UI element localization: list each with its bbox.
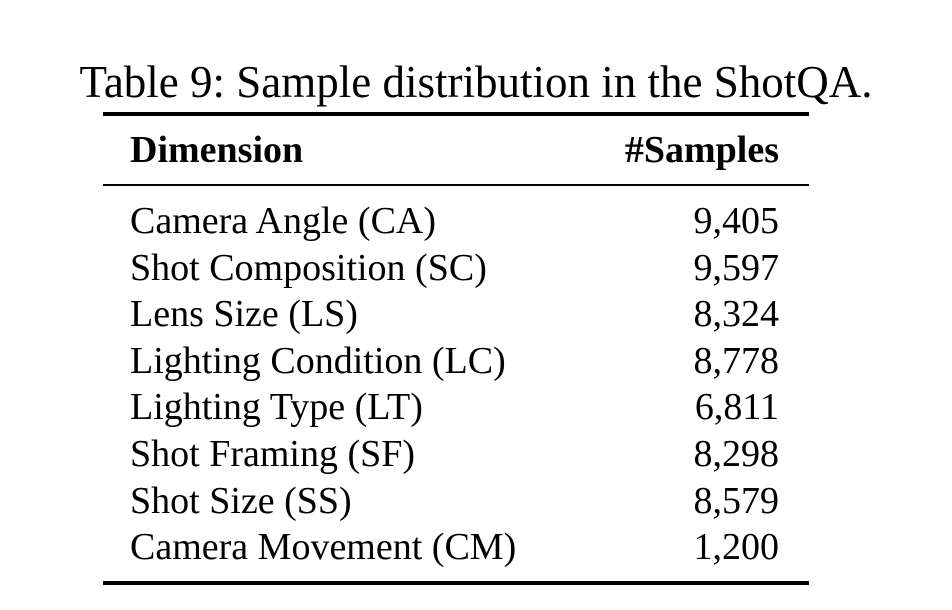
row-dimension: Shot Composition (SC) (130, 246, 487, 289)
row-dimension: Lens Size (LS) (130, 293, 358, 336)
table-row: Shot Size (SS) 8,579 (103, 478, 809, 525)
row-dimension: Shot Size (SS) (130, 479, 352, 522)
table-row: Camera Angle (CA) 9,405 (103, 198, 809, 245)
table-top-rule (103, 112, 809, 116)
table-row: Shot Composition (SC) 9,597 (103, 245, 809, 292)
table-row: Lighting Type (LT) 6,811 (103, 384, 809, 431)
row-samples: 9,597 (693, 246, 780, 289)
row-samples: 6,811 (694, 386, 779, 429)
row-samples: 8,298 (693, 432, 780, 475)
table-row: Camera Movement (CM) 1,200 (103, 524, 809, 571)
row-dimension: Shot Framing (SF) (130, 432, 416, 475)
table-caption: Table 9: Sample distribution in the Shot… (79, 57, 873, 107)
row-samples: 8,579 (693, 479, 780, 522)
table-header-rule (103, 184, 809, 186)
row-samples: 8,778 (693, 339, 780, 382)
table-row: Lens Size (LS) 8,324 (103, 291, 809, 338)
row-dimension: Lighting Type (LT) (130, 386, 423, 429)
header-samples: #Samples (624, 129, 779, 171)
table-body: Camera Angle (CA) 9,405 Shot Composition… (103, 198, 809, 571)
row-samples: 9,405 (693, 200, 780, 242)
row-dimension: Camera Movement (CM) (130, 526, 517, 569)
table-row: Lighting Condition (LC) 8,778 (103, 338, 809, 385)
row-samples: 8,324 (693, 293, 780, 336)
row-dimension: Camera Angle (CA) (130, 200, 437, 242)
row-samples: 1,200 (693, 526, 780, 569)
table-bottom-rule (103, 581, 809, 585)
row-dimension: Lighting Condition (LC) (130, 339, 506, 382)
table-header-row: Dimension #Samples (103, 126, 809, 174)
header-dimension: Dimension (130, 129, 304, 171)
table-row: Shot Framing (SF) 8,298 (103, 431, 809, 478)
